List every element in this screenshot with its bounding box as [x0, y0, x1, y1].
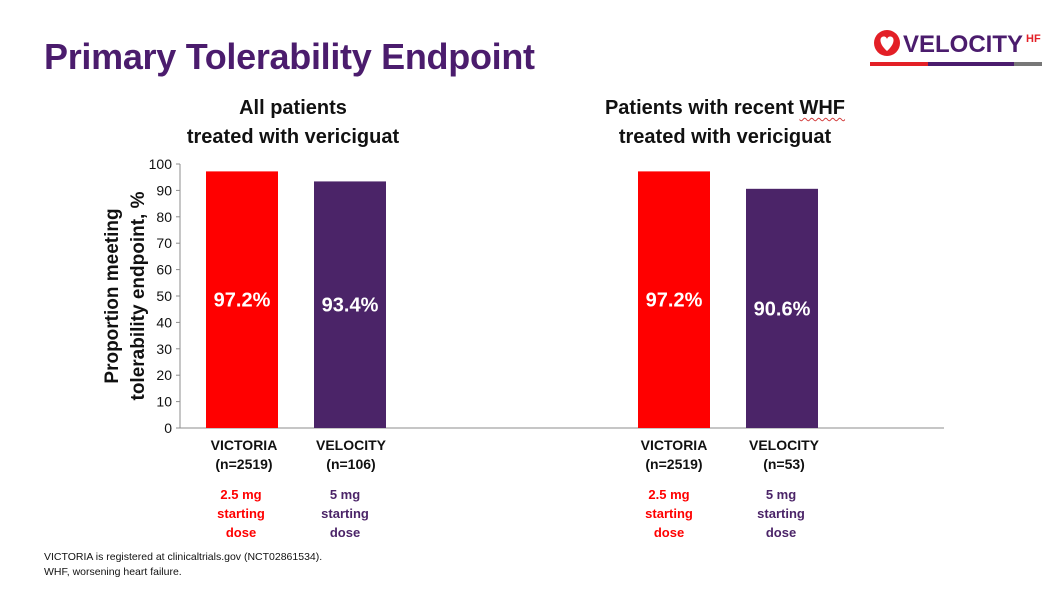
bar-victoria-all: [206, 171, 278, 428]
y-tick-label-0: 0: [164, 420, 172, 436]
y-tick-label-20: 20: [156, 367, 172, 383]
logo-bar-grey: [1014, 62, 1042, 66]
chart-1-title-line-1: All patients: [239, 97, 347, 119]
bar-velocity-whf: [746, 188, 818, 428]
logo-text: VELOCITY: [903, 31, 1023, 58]
chart-2-title: Patients with recent WHF treated with ve…: [560, 94, 890, 152]
bar-velocity-whf-data-label: 90.6%: [754, 298, 811, 320]
category-label-velocity-all: VELOCITY (n=106): [315, 437, 386, 472]
bar-velocity-all: [314, 181, 386, 428]
category-label-velocity-whf: VELOCITY (n=53): [748, 437, 819, 472]
chart-2-title-line-1: Patients with recent WHF: [604, 97, 846, 119]
velocity-hf-logo: VELOCITY HF: [874, 30, 1041, 58]
y-tick-label-10: 10: [156, 394, 172, 410]
logo-superscript: HF: [1026, 33, 1041, 45]
category-label-victoria-all: VICTORIA (n=2519): [210, 437, 278, 472]
y-tick-label-100: 100: [149, 156, 173, 172]
slide-title: Primary Tolerability Endpoint: [44, 36, 535, 77]
y-tick-label-40: 40: [156, 314, 172, 330]
y-tick-label-90: 90: [156, 182, 172, 198]
category-label-victoria-whf: VICTORIA (n=2519): [640, 437, 708, 472]
heart-logo-icon: [874, 30, 900, 56]
y-tick-label-70: 70: [156, 235, 172, 251]
dose-label-victoria-all: 2.5 mg starting dose: [217, 487, 265, 540]
y-axis-title-line-1: Proportion meeting: [102, 208, 123, 383]
chart-2-title-line-2: treated with vericiguat: [618, 126, 832, 148]
footnote-2: WHF, worsening heart failure.: [44, 566, 182, 578]
y-tick-label-60: 60: [156, 262, 172, 278]
dose-label-victoria-whf: 2.5 mg starting dose: [645, 487, 693, 540]
bar-victoria-all-data-label: 97.2%: [214, 290, 271, 312]
whf-term: WHF: [799, 97, 846, 119]
dose-label-velocity-all: 5 mg starting dose: [321, 487, 369, 540]
footnotes: VICTORIA is registered at clinicaltrials…: [44, 550, 322, 580]
y-tick-label-30: 30: [156, 341, 172, 357]
y-tick-label-80: 80: [156, 209, 172, 225]
bar-victoria-whf-data-label: 97.2%: [646, 290, 703, 312]
bar-victoria-whf: [638, 171, 710, 428]
chart-1-title: All patients treated with vericiguat: [143, 94, 443, 152]
dose-label-velocity-whf: 5 mg starting dose: [757, 487, 805, 540]
y-tick-label-50: 50: [156, 288, 172, 304]
chart-1-title-line-2: treated with vericiguat: [186, 126, 400, 148]
logo-bar-red: [870, 62, 928, 66]
footnote-1: VICTORIA is registered at clinicaltrials…: [44, 551, 323, 563]
bar-velocity-all-data-label: 93.4%: [322, 295, 379, 317]
y-axis-title-line-2: tolerability endpoint, %: [128, 191, 149, 400]
logo-bar-purple: [928, 62, 1014, 66]
